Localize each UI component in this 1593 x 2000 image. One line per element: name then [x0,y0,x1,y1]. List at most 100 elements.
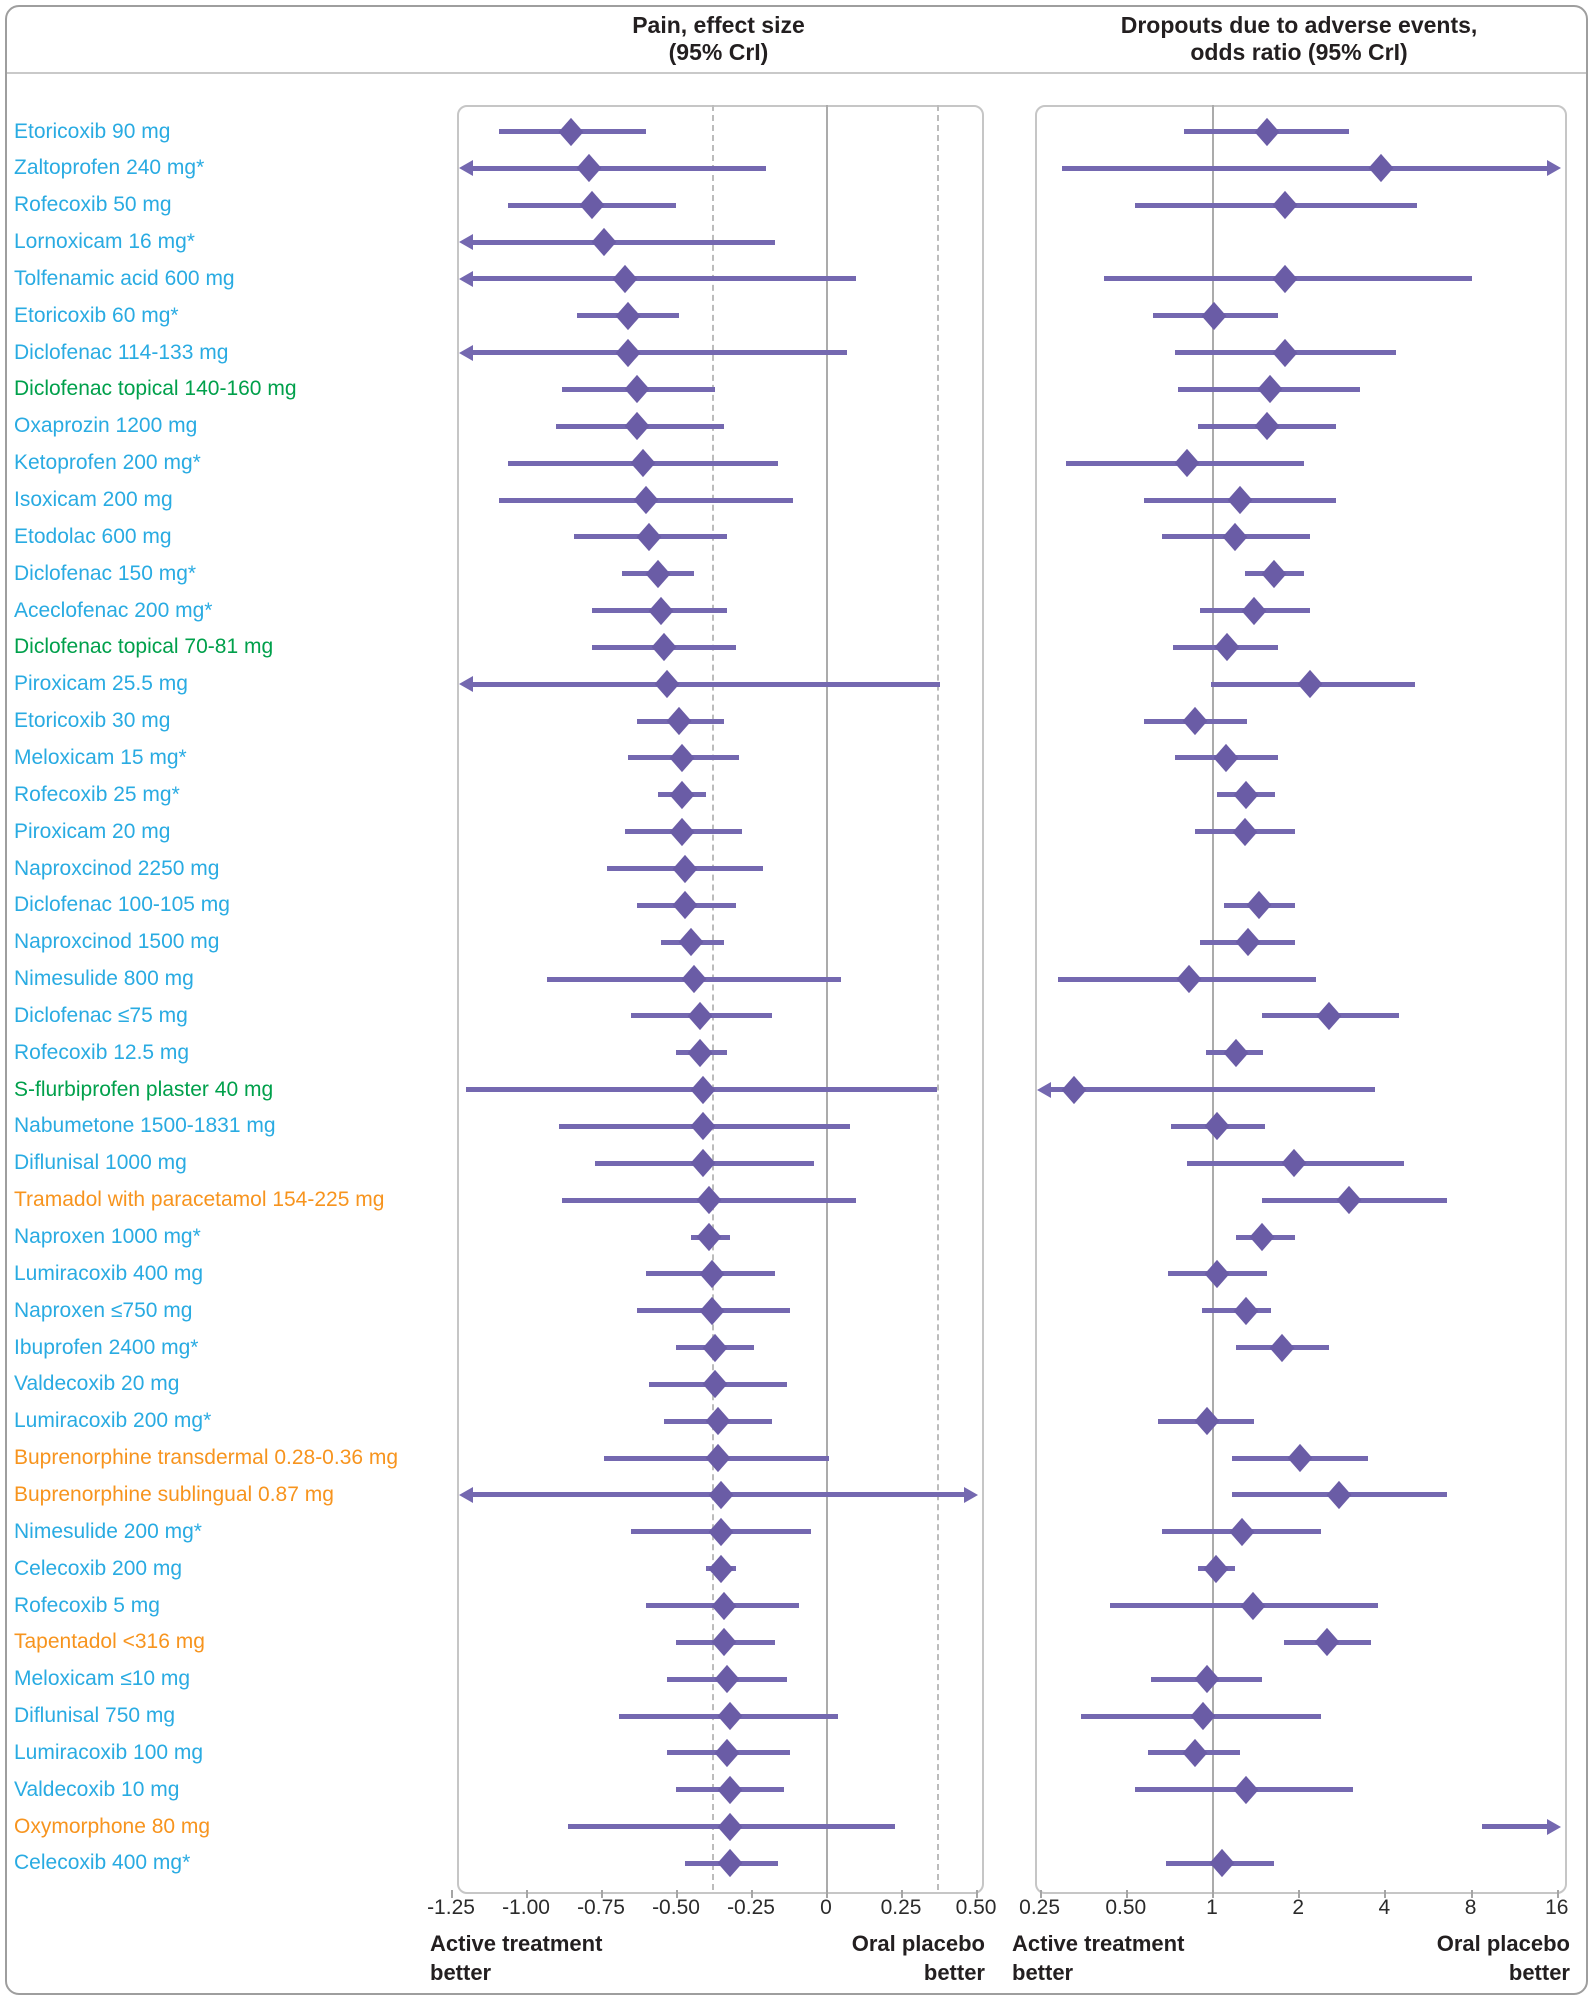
pain-axis-tick-label: -1.00 [502,1896,550,1919]
pain-ci-arrow-left [459,234,473,251]
treatment-label: Diflunisal 1000 mg [14,1151,187,1175]
pain-ci-line [469,350,847,356]
dropouts-axis-tick-label: 16 [1545,1896,1569,1919]
treatment-label: Diclofenac 100-105 mg [14,893,230,917]
treatment-label: Nimesulide 800 mg [14,967,194,991]
treatment-label: Rofecoxib 5 mg [14,1593,160,1617]
pain-axis-tick-label: 0 [820,1896,832,1919]
pain-ci-arrow-left [459,160,473,177]
header-divider [7,72,1586,74]
dropouts-active-better-note: Active treatment better [1012,1931,1185,1985]
pain-axis-tick [976,1890,978,1898]
treatment-label: Piroxicam 20 mg [14,819,171,843]
treatment-label: Celecoxib 400 mg* [14,1851,191,1875]
pain-axis-tick [601,1890,603,1898]
treatment-label: Naproxcinod 2250 mg [14,856,220,880]
dropouts-ci-arrow-right [1547,1818,1561,1835]
pain-ci-line [469,165,766,171]
left-panel-title: Pain, effect size (95% CrI) [457,12,980,66]
treatment-label: Diclofenac ≤75 mg [14,1003,188,1027]
dropouts-ci-arrow-left [1037,1081,1051,1098]
dropouts-panel-box [1035,105,1567,1894]
pain-reference-line-0 [712,105,714,1890]
dropouts-zero-line [1212,105,1214,1890]
treatment-label: Aceclofenac 200 mg* [14,598,213,622]
treatment-label: Etoricoxib 90 mg [14,119,171,143]
dropouts-axis-tick-label: 0.25 [1019,1896,1061,1919]
treatment-label: Oxaprozin 1200 mg [14,414,198,438]
pain-ci-arrow-left [459,344,473,361]
treatment-label: Diflunisal 750 mg [14,1704,176,1728]
dropouts-ci-line [1482,1824,1551,1830]
treatment-label: Lumiracoxib 100 mg [14,1740,204,1764]
treatment-label: Oxymorphone 80 mg [14,1814,211,1838]
treatment-label: Rofecoxib 25 mg* [14,782,180,806]
dropouts-axis-tick-label: 1 [1206,1896,1218,1919]
dropouts-ci-line [1062,165,1551,171]
left-panel-title-line1: Pain, effect size [632,12,805,38]
pain-ci-line [469,276,856,282]
treatment-label: Buprenorphine transdermal 0.28-0.36 mg [14,1446,399,1470]
pain-axis-tick-label: -0.75 [577,1896,625,1919]
treatment-label: Isoxicam 200 mg [14,488,173,511]
dropouts-ci-line [1047,1087,1375,1093]
pain-axis-tick [676,1890,678,1898]
pain-panel-box [457,105,984,1894]
dropouts-axis-tick [1470,1890,1473,1898]
treatment-label: Tapentadol <316 mg [14,1630,205,1654]
treatment-label: Tramadol with paracetamol 154-225 mg [14,1188,385,1212]
treatment-label: Etoricoxib 60 mg* [14,303,179,327]
pain-axis-tick-label: 0.50 [955,1896,997,1919]
pain-ci-arrow-left [459,1486,473,1503]
dropouts-axis-tick [1556,1890,1559,1898]
dropouts-axis-tick [1384,1890,1387,1898]
treatment-label: Etodolac 600 mg [14,524,172,548]
figure-border [5,5,1588,1995]
pain-axis-tick-label: -0.50 [652,1896,700,1919]
treatment-label: S-flurbiprofen plaster 40 mg [14,1077,274,1101]
right-panel-title-line1: Dropouts due to adverse events, [1120,12,1478,38]
treatment-label: Lumiracoxib 200 mg* [14,1409,212,1433]
pain-ci-arrow-right [964,1486,978,1503]
pain-axis-tick-label: -1.25 [427,1896,475,1919]
right-panel-title: Dropouts due to adverse events, odds rat… [1035,12,1563,66]
pain-axis-tick [451,1890,453,1898]
pain-ci-arrow-left [459,270,473,287]
pain-axis-tick [901,1890,903,1898]
treatment-label: Rofecoxib 50 mg [14,193,172,217]
treatment-label: Naproxcinod 1500 mg [14,930,220,954]
treatment-label: Buprenorphine sublingual 0.87 mg [14,1482,334,1506]
pain-zero-line [826,105,828,1890]
treatment-label: Nimesulide 200 mg* [14,1519,202,1543]
treatment-label: Ketoprofen 200 mg* [14,451,201,475]
treatment-label: Naproxen ≤750 mg [14,1298,193,1322]
treatment-label: Rofecoxib 12.5 mg [14,1040,190,1064]
treatment-label: Meloxicam ≤10 mg [14,1667,191,1691]
treatment-label: Tolfenamic acid 600 mg [14,266,235,290]
right-panel-title-line2: odds ratio (95% CrI) [1190,39,1408,65]
treatment-label: Zaltoprofen 240 mg* [14,156,205,180]
treatment-label: Naproxen 1000 mg* [14,1225,201,1248]
treatment-label: Diclofenac topical 70-81 mg [14,635,274,659]
treatment-label: Meloxicam 15 mg* [14,745,187,769]
dropouts-placebo-better-note: Oral placebo better [1436,1931,1570,1985]
treatment-label: Etoricoxib 30 mg [14,709,171,733]
treatment-label: Diclofenac 114-133 mg [14,340,229,364]
pain-ci-arrow-left [459,676,473,693]
treatment-label: Celecoxib 200 mg [14,1556,183,1580]
dropouts-axis-tick-label: 4 [1378,1896,1391,1919]
treatment-label: Diclofenac topical 140-160 mg [14,377,297,401]
treatment-label: Valdecoxib 10 mg [14,1777,180,1801]
pain-axis-tick-label: -0.25 [727,1896,775,1919]
treatment-label: Piroxicam 25.5 mg [14,672,188,696]
dropouts-axis-tick-label: 0.50 [1105,1896,1147,1919]
dropouts-axis-tick [1298,1890,1301,1898]
treatment-label: Nabumetone 1500-1831 mg [14,1114,276,1138]
pain-axis-tick [826,1890,828,1898]
treatment-label: Valdecoxib 20 mg [14,1372,180,1396]
treatment-label: Lornoxicam 16 mg* [14,230,195,254]
treatment-label: Ibuprofen 2400 mg* [14,1335,199,1359]
dropouts-ci-arrow-right [1547,160,1561,177]
pain-placebo-better-note: Oral placebo better [851,1931,985,1985]
